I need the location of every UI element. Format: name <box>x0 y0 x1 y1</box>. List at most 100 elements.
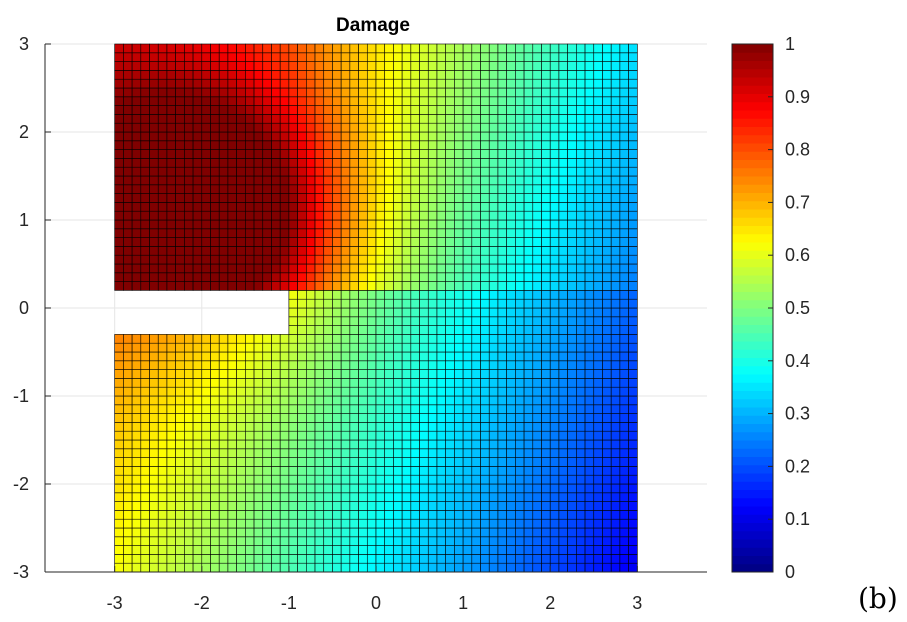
mesh-cell <box>166 562 176 573</box>
mesh-cell <box>567 404 577 414</box>
mesh-cell <box>384 166 394 177</box>
mesh-cell <box>314 263 325 274</box>
mesh-cell <box>567 386 577 397</box>
mesh-cell <box>245 43 255 54</box>
mesh-cell <box>471 483 481 494</box>
mesh-cell <box>184 448 194 458</box>
mesh-cell <box>262 52 272 62</box>
mesh-cell <box>175 114 185 124</box>
mesh-cell <box>541 43 551 54</box>
mesh-cell <box>157 96 168 106</box>
mesh-cell <box>306 210 316 221</box>
mesh-cell <box>523 114 534 124</box>
mesh-cell <box>384 448 394 458</box>
mesh-cell <box>218 202 229 212</box>
mesh-cell <box>306 237 316 247</box>
mesh-cell <box>340 395 351 406</box>
mesh-cell <box>157 175 168 186</box>
mesh-cell <box>567 536 577 546</box>
mesh-cell <box>488 149 499 159</box>
mesh-cell <box>523 254 534 265</box>
mesh-cell <box>349 545 359 555</box>
mesh-cell <box>462 316 473 326</box>
mesh-cell <box>245 281 255 291</box>
mesh-cell <box>236 386 246 397</box>
mesh-cell <box>236 457 246 467</box>
mesh-cell <box>602 342 612 353</box>
mesh-cell <box>184 114 194 124</box>
mesh-cell <box>166 105 176 115</box>
mesh-cell <box>593 492 603 502</box>
mesh-cell <box>419 290 429 300</box>
mesh-cell <box>323 149 333 159</box>
mesh-cell <box>192 492 203 502</box>
mesh-cell <box>393 518 403 529</box>
mesh-cell <box>349 334 359 344</box>
mesh-cell <box>584 78 595 89</box>
mesh-cell <box>454 360 464 370</box>
mesh-cell <box>419 61 429 71</box>
mesh-cell <box>497 114 507 124</box>
mesh-cell <box>497 422 507 432</box>
mesh-cell <box>149 360 159 370</box>
mesh-cell <box>192 166 203 177</box>
mesh-cell <box>131 281 142 291</box>
mesh-cell <box>384 457 394 467</box>
mesh-cell <box>454 518 464 529</box>
mesh-cell <box>227 386 237 397</box>
mesh-cell <box>541 562 551 573</box>
mesh-cell <box>149 483 159 494</box>
mesh-cell <box>262 237 272 247</box>
mesh-cell <box>523 483 534 494</box>
mesh-cell <box>253 87 264 98</box>
mesh-cell <box>410 298 420 309</box>
mesh-cell <box>628 554 638 564</box>
mesh-cell <box>149 351 159 362</box>
mesh-cell <box>349 52 359 62</box>
mesh-cell <box>210 422 220 432</box>
colorbar-tick-label: 0.5 <box>785 298 810 318</box>
mesh-cell <box>175 219 185 230</box>
mesh-cell <box>201 466 211 476</box>
mesh-cell <box>375 272 386 282</box>
mesh-cell <box>314 492 325 502</box>
mesh-cell <box>236 193 246 203</box>
mesh-cell <box>349 351 359 362</box>
mesh-cell <box>401 386 412 397</box>
mesh-cell <box>619 545 629 555</box>
mesh-cell <box>314 246 325 256</box>
mesh-cell <box>358 316 368 326</box>
mesh-cell <box>567 439 577 450</box>
mesh-cell <box>393 501 403 511</box>
mesh-cell <box>184 474 194 485</box>
mesh-cell <box>306 527 316 538</box>
mesh-cell <box>271 43 281 54</box>
mesh-cell <box>175 334 185 344</box>
mesh-cell <box>628 87 638 98</box>
mesh-cell <box>419 554 429 564</box>
mesh-cell <box>454 342 464 353</box>
mesh-cell <box>140 457 150 467</box>
mesh-cell <box>610 351 621 362</box>
mesh-cell <box>149 166 159 177</box>
mesh-cell <box>349 175 359 186</box>
mesh-cell <box>349 386 359 397</box>
mesh-cell <box>306 254 316 265</box>
mesh-cell <box>567 342 577 353</box>
mesh-cell <box>584 43 595 54</box>
mesh-cell <box>332 290 342 300</box>
mesh-cell <box>602 219 612 230</box>
mesh-cell <box>201 554 211 564</box>
mesh-cell <box>332 413 342 423</box>
mesh-cell <box>619 307 629 318</box>
mesh-cell <box>166 202 176 212</box>
y-tick-label: 3 <box>19 34 29 54</box>
mesh-cell <box>480 483 490 494</box>
mesh-cell <box>340 166 351 177</box>
mesh-cell <box>340 562 351 573</box>
mesh-cell <box>558 78 568 89</box>
mesh-cell <box>567 325 577 335</box>
mesh-cell <box>454 492 464 502</box>
mesh-cell <box>436 61 446 71</box>
mesh-cell <box>393 122 403 133</box>
